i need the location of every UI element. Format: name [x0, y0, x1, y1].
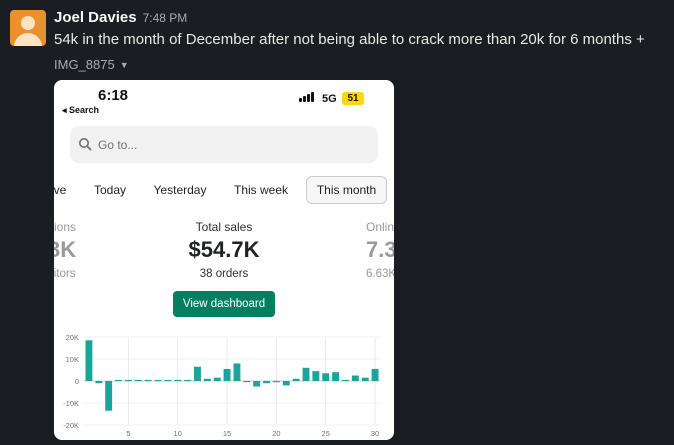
attachment-name[interactable]: IMG_8875 ▼: [54, 57, 129, 72]
chart-bar: [312, 371, 320, 381]
chart-y-tick-label: 0: [75, 377, 79, 386]
chart-bar: [302, 367, 310, 381]
chevron-down-icon[interactable]: ▼: [119, 60, 129, 70]
chart-bar: [272, 381, 280, 383]
chart-x-tick-label: 5: [126, 429, 130, 438]
date-range-tabs: ve Today Yesterday This week This month: [54, 176, 394, 206]
chart-x-tick-label: 20: [272, 429, 280, 438]
chart-bar: [115, 379, 122, 382]
message-text: 54k in the month of December after not b…: [54, 31, 645, 48]
chart-x-tick-label: 15: [223, 429, 231, 438]
chart-bar: [154, 379, 162, 382]
back-label: Search: [69, 105, 100, 115]
status-time: 6:18: [98, 87, 129, 104]
chart-bar: [105, 381, 113, 411]
chart-bar: [203, 378, 211, 381]
network-label: 5G: [322, 93, 337, 105]
attached-image[interactable]: 6:18 ◂ Search 5G 51 ve Today Yesterday T…: [54, 80, 394, 440]
chart-x-tick-label: 10: [174, 429, 182, 438]
view-dashboard-button[interactable]: View dashboard: [173, 291, 275, 317]
author-name[interactable]: Joel Davies: [54, 9, 137, 26]
stat-sessions-sub: sitors: [54, 268, 76, 280]
daily-sales-chart: 20K 10K 0 -10K -20K 5 10 15 20 25 30: [63, 333, 380, 438]
battery-icon: 51: [342, 92, 364, 105]
chart-bar: [351, 375, 359, 381]
stat-total-sales-sub: 38 orders: [199, 268, 249, 280]
tab-live[interactable]: ve: [54, 183, 67, 197]
tab-today[interactable]: Today: [93, 183, 127, 197]
stat-total-sales-label: Total sales: [195, 220, 253, 234]
stat-sessions-value: 3K: [54, 237, 77, 262]
chart-y-tick-label: -10K: [63, 399, 79, 408]
message-time[interactable]: 7:48 PM: [142, 11, 188, 25]
chart-y-tick-label: -20K: [63, 421, 79, 430]
attachment-name-label: IMG_8875: [54, 57, 115, 72]
chart-y-tick-label: 20K: [66, 333, 79, 342]
chart-bar: [292, 378, 300, 381]
chart-bar: [134, 379, 142, 382]
chart-x-tick-label: 25: [322, 429, 330, 438]
stat-total-sales-value: $54.7K: [188, 237, 260, 262]
tab-this-month[interactable]: This month: [306, 176, 387, 204]
avatar-body: [14, 33, 42, 46]
search-input[interactable]: [98, 126, 368, 163]
chart-x-tick-label: 30: [371, 429, 379, 438]
chart-bar: [194, 366, 201, 381]
chart-y-tick-label: 10K: [66, 355, 79, 364]
chart-bar: [342, 379, 349, 382]
stat-online[interactable]: Onlin 7.3 6.63K: [366, 220, 394, 280]
tab-yesterday[interactable]: Yesterday: [153, 183, 207, 197]
chart-bar: [282, 381, 290, 386]
signal-icon: [299, 92, 315, 102]
chart-bar: [124, 379, 132, 382]
chart-bar: [174, 379, 182, 382]
back-link[interactable]: ◂ Search: [62, 105, 99, 116]
stat-total-sales[interactable]: Total sales $54.7K 38 orders: [164, 220, 284, 280]
chart-bar: [95, 381, 103, 384]
chart-bar: [243, 381, 251, 383]
back-arrow-icon: ◂: [62, 105, 70, 115]
chart-bar: [164, 379, 172, 382]
avatar[interactable]: [10, 10, 46, 46]
stat-online-sub: 6.63K: [366, 268, 394, 280]
chart-bar: [263, 381, 270, 384]
chart-bar: [144, 379, 152, 382]
chart-bar: [213, 377, 221, 381]
chart-bar: [361, 377, 369, 381]
avatar-head: [21, 16, 35, 30]
chart-bar: [253, 381, 261, 387]
chart-bar: [85, 340, 93, 381]
stat-sessions-label: sions: [54, 220, 77, 234]
chart-bar: [233, 363, 241, 381]
chart-bar: [223, 368, 231, 381]
message-header: Joel Davies 7:48 PM: [54, 9, 187, 27]
chart-bar: [371, 368, 379, 381]
stat-online-label: Onlin: [366, 220, 394, 234]
search-icon: [79, 138, 92, 151]
tab-this-week[interactable]: This week: [233, 183, 289, 197]
stat-sessions[interactable]: sions 3K sitors: [54, 220, 82, 280]
stat-online-value: 7.3: [366, 237, 394, 262]
search-bar[interactable]: [70, 126, 378, 163]
chart-bar: [332, 372, 340, 381]
chart-bar: [184, 379, 192, 382]
chart-bar: [322, 373, 330, 381]
